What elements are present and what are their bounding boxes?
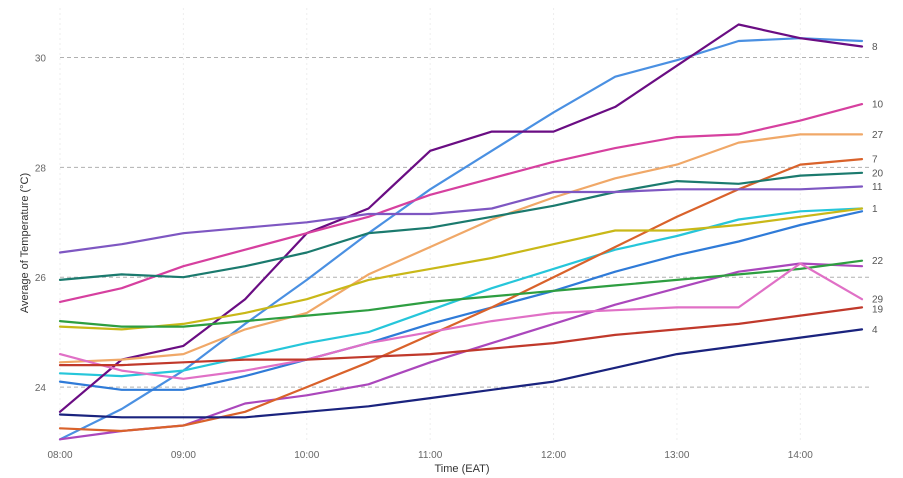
series-line-8 xyxy=(58,23,864,413)
series-end-label: 8 xyxy=(872,42,878,53)
series-end-label: 22 xyxy=(872,256,884,267)
series-line-7 xyxy=(58,158,864,433)
series-line-20 xyxy=(58,171,864,281)
x-tick-label: 11:00 xyxy=(418,450,443,461)
series-line-11 xyxy=(58,185,864,254)
series-end-label: 29 xyxy=(872,295,884,306)
series-line-19 xyxy=(58,306,864,367)
y-tick-label: 30 xyxy=(35,53,47,64)
x-tick-label: 12:00 xyxy=(541,450,566,461)
series-lines xyxy=(58,23,864,441)
series-end-label: 4 xyxy=(872,325,878,336)
x-tick-label: 13:00 xyxy=(664,450,689,461)
series-line-22 xyxy=(58,259,864,328)
y-tick-label: 24 xyxy=(35,383,47,394)
y-axis: 24 26 28 30 xyxy=(35,53,47,394)
series-end-label: 11 xyxy=(872,182,883,193)
series-line-4 xyxy=(58,328,864,419)
series-end-label: 1 xyxy=(872,204,878,215)
x-axis-title: Time (EAT) xyxy=(435,463,490,475)
series-line-1 xyxy=(58,207,864,331)
y-tick-label: 26 xyxy=(35,273,47,284)
series-line-29 xyxy=(58,262,864,380)
series-line-27 xyxy=(58,133,864,364)
series-line-10 xyxy=(58,102,864,303)
x-tick-label: 14:00 xyxy=(788,450,813,461)
series-end-label: 27 xyxy=(872,130,884,141)
x-tick-label: 10:00 xyxy=(294,450,319,461)
y-tick-label: 28 xyxy=(35,163,47,174)
x-tick-label: 09:00 xyxy=(171,450,196,461)
series-end-label: 7 xyxy=(872,155,878,166)
series-end-label: 10 xyxy=(872,100,884,111)
x-axis: 08:00 09:00 10:00 11:00 12:00 13:00 14:00 xyxy=(47,450,813,461)
grid xyxy=(59,8,870,442)
series-end-label: 19 xyxy=(872,305,884,316)
x-tick-label: 08:00 xyxy=(47,450,72,461)
y-axis-title: Average of Temperature (°C) xyxy=(19,173,31,313)
series-line xyxy=(58,210,864,391)
series-end-label: 20 xyxy=(872,168,884,179)
